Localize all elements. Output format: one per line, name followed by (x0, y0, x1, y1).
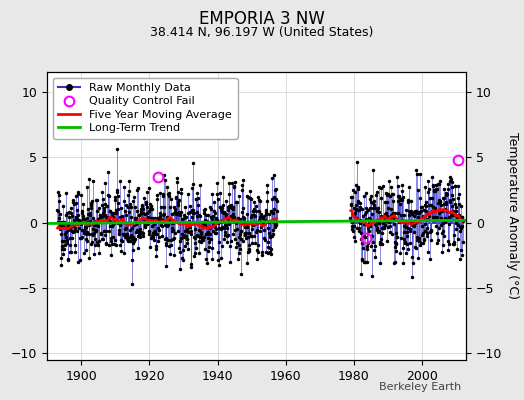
Legend: Raw Monthly Data, Quality Control Fail, Five Year Moving Average, Long-Term Tren: Raw Monthly Data, Quality Control Fail, … (53, 78, 238, 139)
Text: Berkeley Earth: Berkeley Earth (379, 382, 461, 392)
Text: 38.414 N, 96.197 W (United States): 38.414 N, 96.197 W (United States) (150, 26, 374, 39)
Text: EMPORIA 3 NW: EMPORIA 3 NW (199, 10, 325, 28)
Y-axis label: Temperature Anomaly (°C): Temperature Anomaly (°C) (506, 132, 519, 300)
